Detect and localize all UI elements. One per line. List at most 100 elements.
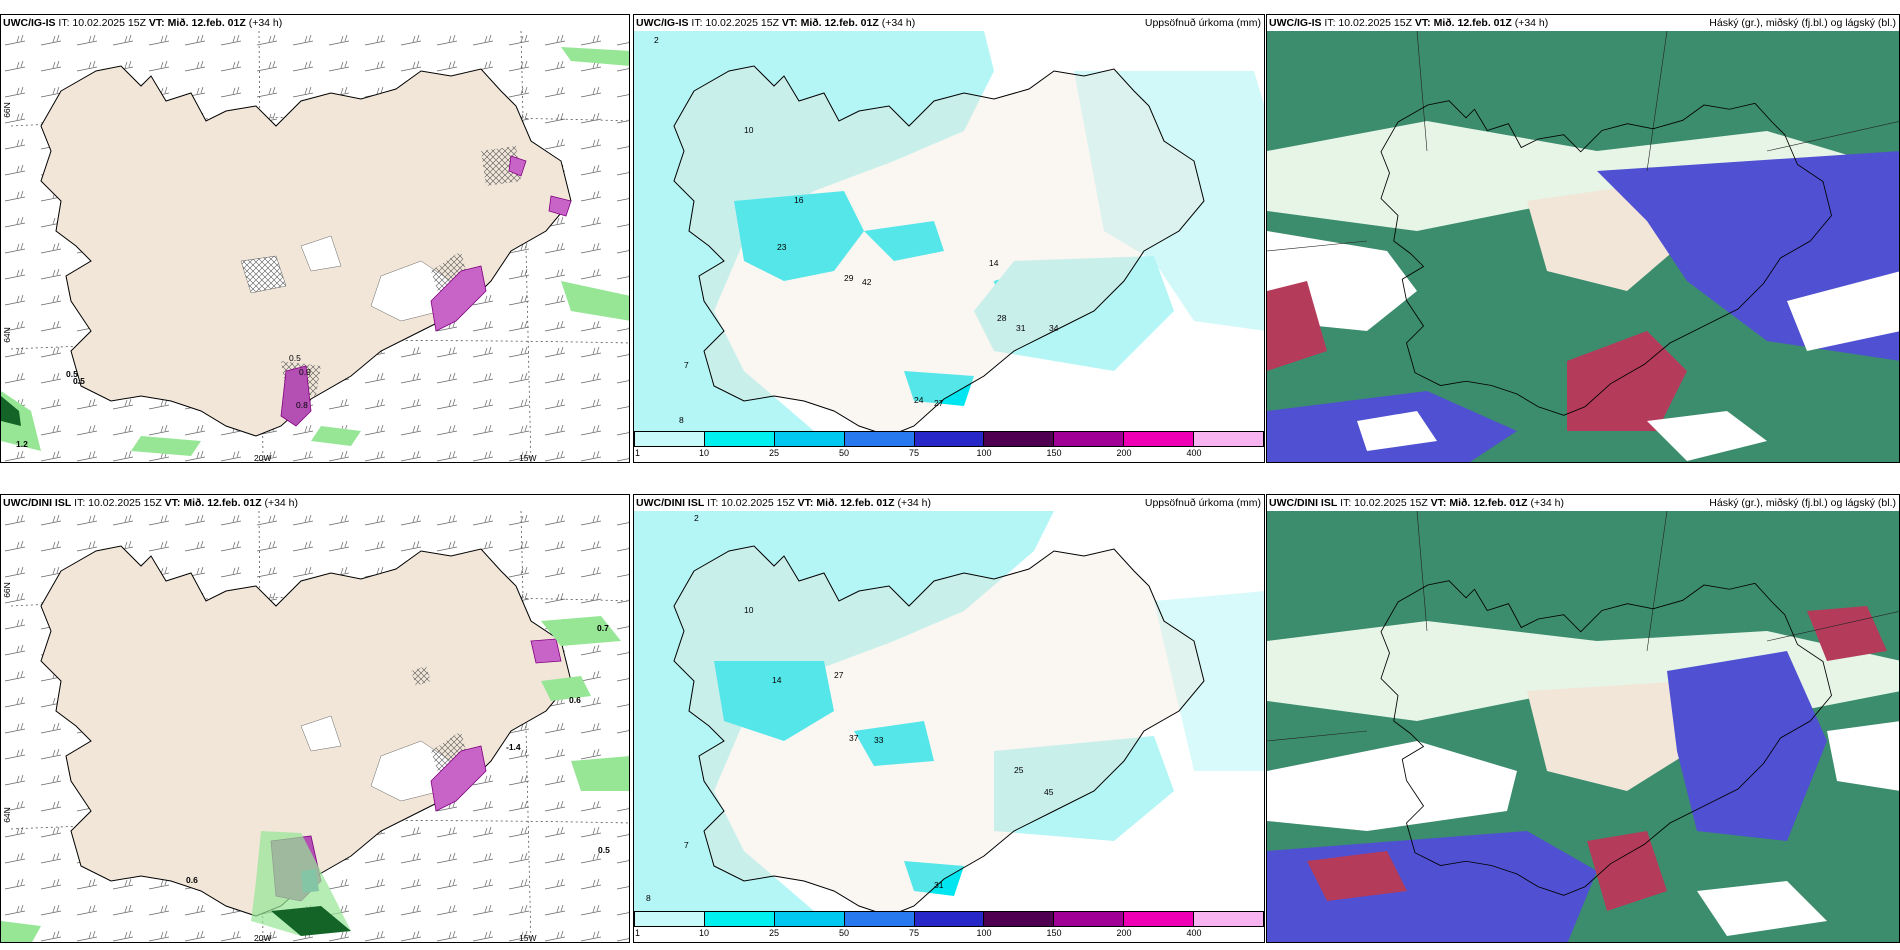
anno-value: 0.5 [598,845,610,855]
colorbar-tick: 25 [768,448,780,458]
precip-value: 14 [989,258,999,268]
anno-value: 0.5 [289,353,301,363]
precip-value: 2 [654,35,659,45]
lat-label-64n: 64N [1,327,12,343]
anno-value: 0.6 [186,875,198,885]
precip-value: 24 [914,395,924,405]
lon-label-20w: 20W [254,453,272,463]
colorbar-tick: 1 [635,448,641,458]
colorbar-cell [704,432,775,446]
anno-value: 0.5 [66,369,78,379]
map-panel-cloud-igis: UWC/IG-IS IT: 10.02.2025 15Z VT: Mið. 12… [1266,14,1900,463]
colorbar-cell [774,432,845,446]
anno-value: -1.4 [506,742,521,752]
precip-value: 2 [694,513,699,523]
colorbar-tick: 10 [698,448,710,458]
anno-value: 0.5 [73,376,85,386]
precip-value: 7 [684,840,689,850]
precip-value: 8 [679,415,684,425]
map-cloud-dini [1267,511,1899,942]
anno-value: 0.8 [296,400,308,410]
colorbar-cell [1124,432,1195,446]
panel-header: UWC/DINI ISL IT: 10.02.2025 15Z VT: Mið.… [3,497,299,509]
precip-value: 25 [1014,765,1024,775]
precip-value: 31 [1016,323,1026,333]
panel-header: UWC/IG-IS IT: 10.02.2025 15Z VT: Mið. 12… [636,17,916,29]
precip-value: 10 [744,605,754,615]
colorbar-tick: 10 [698,928,710,938]
precip-value: 31 [934,880,944,890]
colorbar-tick: 200 [1116,448,1132,458]
colorbar-cell [1194,912,1264,926]
colorbar-tick: 150 [1046,448,1062,458]
colorbar-precip: 1 10 25 50 75 100 150 200 400 [634,431,1264,461]
colorbar-tick: 100 [976,448,992,458]
colorbar-tick: 150 [1046,928,1062,938]
colorbar-tick: 200 [1116,928,1132,938]
panel-title-right: Háský (gr.), miðský (fj.bl.) og lágský (… [1709,17,1896,29]
map-panel-precip-igis: UWC/IG-IS IT: 10.02.2025 15Z VT: Mið. 12… [633,14,1265,463]
panel-title-right: Háský (gr.), miðský (fj.bl.) og lágský (… [1709,497,1896,509]
precip-value: 23 [777,242,787,252]
colorbar-tick: 400 [1186,928,1202,938]
anno-value: 1.2 [16,439,28,449]
colorbar-labels: 1 10 25 50 75 100 150 200 400 [634,927,1264,939]
precip-value: 7 [684,360,689,370]
map-cloud-igis [1267,31,1899,462]
precip-value: 10 [744,125,754,135]
panel-title-right: Uppsöfnuð úrkoma (mm) [1144,497,1261,509]
precip-value: 42 [862,277,872,287]
panel-header: UWC/DINI ISL IT: 10.02.2025 15Z VT: Mið.… [636,497,932,509]
colorbar-cell [844,912,915,926]
colorbar-tick: 75 [908,448,920,458]
colorbar-cells [634,431,1264,447]
colorbar-cell [1054,432,1125,446]
colorbar-cell [984,432,1055,446]
precip-value: 37 [849,733,859,743]
map-precip-igis [634,31,1264,431]
colorbar-cell [704,912,775,926]
lat-label-66n: 66N [1,582,12,598]
colorbar-tick: 400 [1186,448,1202,458]
colorbar-cell [635,432,705,446]
anno-value: 0.6 [569,695,581,705]
lat-label-66n: 66N [1,102,12,118]
precip-value: 14 [772,675,782,685]
panel-title-right: Uppsöfnuð úrkoma (mm) [1144,17,1261,29]
colorbar-tick: 50 [838,448,850,458]
colorbar-cell [774,912,845,926]
colorbar-cell [914,432,985,446]
colorbar-tick: 25 [768,928,780,938]
colorbar-precip: 1 10 25 50 75 100 150 200 400 [634,911,1264,941]
map-wind-igis [1,31,629,462]
colorbar-cell [844,432,915,446]
colorbar-cell [635,912,705,926]
colorbar-tick: 50 [838,928,850,938]
precip-value: 16 [794,195,804,205]
map-precip-dini [634,511,1264,911]
panel-header: UWC/DINI ISL IT: 10.02.2025 15Z VT: Mið.… [1269,497,1565,509]
panel-header: UWC/IG-IS IT: 10.02.2025 15Z VT: Mið. 12… [3,17,283,29]
precip-value: 27 [834,670,844,680]
colorbar-labels: 1 10 25 50 75 100 150 200 400 [634,447,1264,459]
colorbar-cells [634,911,1264,927]
colorbar-cell [984,912,1055,926]
precip-value: 34 [1049,323,1059,333]
colorbar-tick: 100 [976,928,992,938]
map-panel-wind-dini: UWC/DINI ISL IT: 10.02.2025 15Z VT: Mið.… [0,494,630,943]
precip-value: 8 [646,893,651,903]
map-wind-dini [1,511,629,942]
colorbar-cell [1054,912,1125,926]
lon-label-15w: 15W [519,933,537,943]
precip-value: 45 [1044,787,1054,797]
map-panel-precip-dini: UWC/DINI ISL IT: 10.02.2025 15Z VT: Mið.… [633,494,1265,943]
precip-value: 27 [934,398,944,408]
map-panel-cloud-dini: UWC/DINI ISL IT: 10.02.2025 15Z VT: Mið.… [1266,494,1900,943]
precip-value: 28 [997,313,1007,323]
panel-header: UWC/IG-IS IT: 10.02.2025 15Z VT: Mið. 12… [1269,17,1549,29]
lon-label-15w: 15W [519,453,537,463]
anno-value: 0.9 [299,367,311,377]
lon-label-20w: 20W [254,933,272,943]
anno-value: 0.7 [597,623,609,633]
colorbar-tick: 75 [908,928,920,938]
